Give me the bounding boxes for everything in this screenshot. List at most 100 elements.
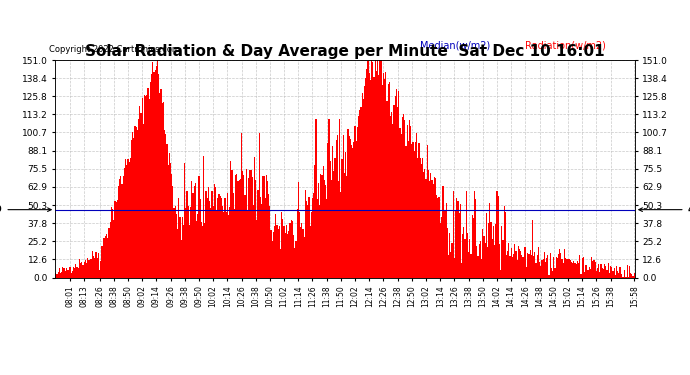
Bar xyxy=(335,140,337,278)
Bar xyxy=(443,186,444,278)
Bar xyxy=(371,60,372,278)
Bar xyxy=(577,261,578,278)
Bar xyxy=(390,116,391,278)
Bar xyxy=(406,125,408,278)
Bar xyxy=(201,222,202,278)
Bar xyxy=(202,226,203,278)
Bar xyxy=(572,262,573,278)
Bar xyxy=(526,267,527,278)
Bar xyxy=(525,248,526,278)
Bar xyxy=(288,231,289,278)
Bar xyxy=(235,175,236,278)
Bar xyxy=(453,191,454,278)
Bar xyxy=(209,201,210,278)
Bar xyxy=(252,177,253,278)
Bar xyxy=(315,119,317,278)
Bar xyxy=(193,193,194,278)
Bar xyxy=(61,272,62,278)
Bar xyxy=(376,70,377,278)
Bar xyxy=(590,269,591,278)
Bar xyxy=(421,164,422,278)
Bar xyxy=(456,198,457,278)
Bar xyxy=(388,82,390,278)
Bar xyxy=(159,93,161,278)
Bar xyxy=(173,209,175,278)
Bar xyxy=(357,127,358,278)
Bar xyxy=(90,259,92,278)
Bar xyxy=(519,249,520,278)
Bar xyxy=(533,256,534,278)
Text: 47.100: 47.100 xyxy=(639,205,690,214)
Bar xyxy=(569,259,570,278)
Bar xyxy=(517,260,518,278)
Bar xyxy=(476,246,477,278)
Bar xyxy=(285,233,286,278)
Bar xyxy=(555,256,557,278)
Bar xyxy=(417,158,418,278)
Bar xyxy=(118,186,119,278)
Bar xyxy=(366,69,368,278)
Bar xyxy=(494,245,495,278)
Bar xyxy=(133,138,135,278)
Bar xyxy=(178,198,179,278)
Bar xyxy=(434,177,435,278)
Bar xyxy=(604,264,605,278)
Bar xyxy=(104,238,105,278)
Bar xyxy=(393,105,395,278)
Bar xyxy=(587,270,589,278)
Bar xyxy=(539,262,540,278)
Bar xyxy=(92,251,93,278)
Bar xyxy=(386,101,388,278)
Bar xyxy=(491,222,492,278)
Bar xyxy=(610,266,611,278)
Bar xyxy=(313,193,314,278)
Bar xyxy=(197,214,198,278)
Bar xyxy=(222,206,223,278)
Bar xyxy=(128,162,130,278)
Bar xyxy=(486,213,487,278)
Bar xyxy=(553,256,554,278)
Bar xyxy=(482,228,484,278)
Bar xyxy=(86,263,87,278)
Bar xyxy=(169,153,170,278)
Bar xyxy=(210,208,211,278)
Bar xyxy=(540,266,542,278)
Bar xyxy=(537,255,538,278)
Bar xyxy=(459,213,460,278)
Bar xyxy=(62,267,63,278)
Bar xyxy=(527,253,529,278)
Bar xyxy=(126,165,128,278)
Bar xyxy=(580,274,582,278)
Bar xyxy=(242,171,244,278)
Bar xyxy=(272,242,273,278)
Bar xyxy=(216,211,217,278)
Bar xyxy=(359,110,360,278)
Bar xyxy=(433,183,434,278)
Bar xyxy=(95,252,97,278)
Bar xyxy=(403,114,404,278)
Bar xyxy=(137,130,138,278)
Bar xyxy=(221,198,222,278)
Bar xyxy=(518,246,519,278)
Bar xyxy=(565,258,566,278)
Bar xyxy=(302,229,304,278)
Bar xyxy=(280,249,281,278)
Bar xyxy=(629,266,630,278)
Bar xyxy=(177,229,178,278)
Bar xyxy=(237,181,239,278)
Bar xyxy=(57,272,59,278)
Bar xyxy=(391,112,393,278)
Bar xyxy=(592,261,593,278)
Bar xyxy=(368,73,370,278)
Bar xyxy=(468,252,469,278)
Bar xyxy=(68,270,70,278)
Bar xyxy=(397,107,398,278)
Bar xyxy=(170,163,171,278)
Bar xyxy=(575,264,577,278)
Bar xyxy=(259,134,260,278)
Bar xyxy=(612,271,613,278)
Bar xyxy=(464,238,466,278)
Bar xyxy=(59,268,60,278)
Bar xyxy=(88,260,90,278)
Bar xyxy=(495,224,496,278)
